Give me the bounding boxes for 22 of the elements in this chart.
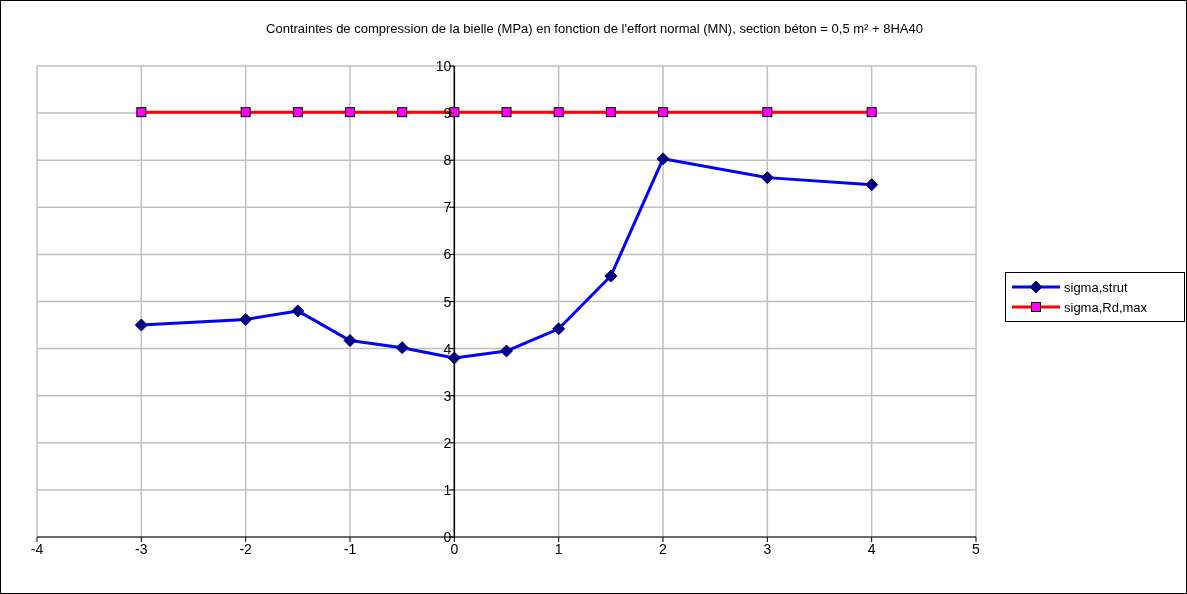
y-tick-label: 1: [443, 481, 452, 498]
legend-label: sigma,Rd,max: [1064, 299, 1148, 315]
x-tick-label: -4: [30, 540, 44, 557]
x-tick-label: 1: [554, 540, 563, 557]
legend-label: sigma,strut: [1064, 279, 1128, 295]
y-tick-label: 10: [435, 58, 452, 74]
y-tick-label: 2: [443, 434, 452, 451]
x-tick-label: -2: [239, 540, 253, 557]
x-tick-label: 3: [763, 540, 772, 557]
x-tick-label: 4: [867, 540, 876, 557]
chart-title: Contraintes de compression de la bielle (MPa) en fonction de l'effort normal (MN), section béton = 0,5 m² + 8HA40: [265, 21, 924, 36]
x-tick-label: -3: [135, 540, 148, 557]
y-tick-label: 4: [443, 340, 452, 357]
y-tick-label: 6: [443, 246, 452, 263]
y-tick-label: 3: [443, 387, 452, 404]
y-tick-label: 9: [443, 105, 452, 122]
y-tick-label: 5: [443, 293, 452, 310]
x-tick-label: 5: [972, 540, 981, 557]
x-tick-label: -1: [343, 540, 357, 557]
y-tick-label: 7: [443, 199, 452, 216]
x-tick-label: 2: [659, 540, 668, 557]
y-tick-label: 8: [443, 152, 452, 169]
